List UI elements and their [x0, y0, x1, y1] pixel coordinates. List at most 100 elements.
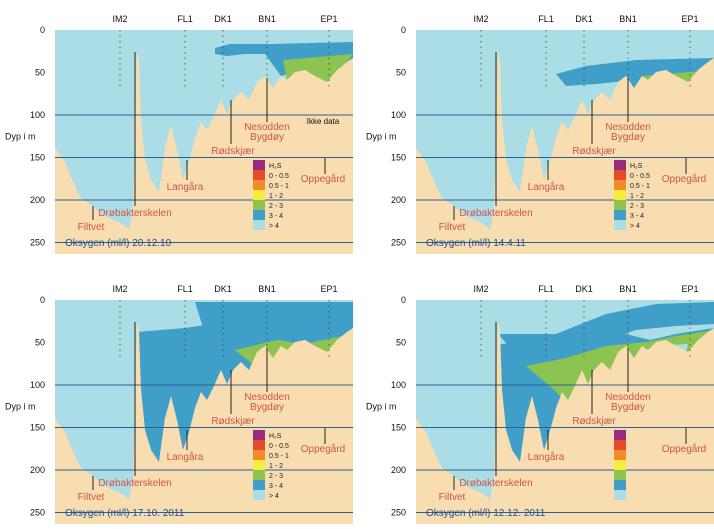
legend-label: 1 - 2 [269, 193, 283, 200]
legend-swatch [614, 440, 626, 450]
depth-tick-label: 250 [30, 508, 45, 518]
water-gt4-zone [55, 30, 353, 230]
station-label-ep1: EP1 [320, 284, 337, 294]
panel-title: Oksygen (ml/l) 12.12. 2011 [426, 508, 546, 519]
depth-tick-label: 250 [30, 238, 45, 248]
legend-swatch [253, 180, 265, 190]
depth-tick-label: 200 [30, 195, 45, 205]
water-gt4-zone [416, 300, 714, 500]
depth-tick-label: 200 [391, 465, 406, 475]
legend-swatch [253, 160, 265, 170]
place-label: Drøbakterskelen [459, 208, 532, 219]
legend-label: 0 - 0.5 [269, 173, 289, 180]
place-label: Filtvet [439, 222, 466, 233]
depth-axis-label: Dyp i m [366, 131, 397, 141]
legend-label: 0.5 - 1 [630, 183, 650, 190]
legend-swatch [614, 450, 626, 460]
station-label-bn1: BN1 [258, 284, 276, 294]
station-label-dk1: DK1 [575, 14, 593, 24]
legend-label: 0.5 - 1 [269, 183, 289, 190]
legend-swatch [614, 190, 626, 200]
place-label: Oppegård [301, 443, 345, 455]
station-label-bn1: BN1 [619, 14, 637, 24]
place-label: Langåra [167, 451, 204, 463]
depth-tick-label: 200 [30, 465, 45, 475]
station-label-ep1: EP1 [320, 14, 337, 24]
depth-axis-label: Dyp i m [366, 401, 397, 411]
place-label: Langåra [528, 451, 565, 463]
depth-tick-label: 50 [35, 338, 45, 348]
legend-swatch [614, 200, 626, 210]
no-data-label: Ikke data [307, 117, 340, 126]
place-label: Oppegård [662, 443, 706, 455]
depth-tick-label: 150 [391, 153, 406, 163]
station-label-ep1: EP1 [681, 284, 698, 294]
place-label: Filtvet [78, 222, 105, 233]
depth-tick-label: 150 [30, 423, 45, 433]
station-label-im2: IM2 [473, 284, 488, 294]
place-label: Bygdøy [250, 132, 284, 143]
depth-tick-label: 150 [391, 423, 406, 433]
section-panel-2: IM2 FL1 DK1 BN1 EP1 Filtvet Drøbakterskelen Lan… [366, 14, 714, 254]
station-label-fl1: FL1 [177, 284, 193, 294]
legend-label: 3 - 4 [269, 483, 283, 490]
legend-label: 2 - 3 [269, 203, 283, 210]
panel-title: Oksygen (ml/l) 20.12.10 [65, 238, 172, 249]
section-panel-3: IM2 FL1 DK1 BN1 EP1 Filtvet Drøbakterskelen Lan… [5, 284, 353, 524]
place-label: Rødskjær [211, 146, 255, 157]
sediment-overlay [55, 52, 353, 254]
place-label: Drøbakterskelen [98, 208, 171, 219]
legend-label: > 4 [269, 493, 279, 500]
depth-tick-label: 0 [401, 25, 406, 35]
legend-label: 1 - 2 [269, 463, 283, 470]
depth-tick-label: 0 [401, 295, 406, 305]
station-label-bn1: BN1 [619, 284, 637, 294]
depth-tick-label: 150 [30, 153, 45, 163]
legend-swatch [614, 220, 626, 230]
legend-swatch [614, 470, 626, 480]
station-label-im2: IM2 [473, 14, 488, 24]
legend-label: H₂S [630, 163, 643, 170]
place-label: Nesodden [605, 392, 651, 403]
legend-swatch [614, 430, 626, 440]
place-label: Oppegård [662, 173, 706, 185]
depth-tick-label: 100 [391, 110, 406, 120]
legend-swatch [614, 210, 626, 220]
legend-label: > 4 [269, 223, 279, 230]
station-label-im2: IM2 [112, 14, 127, 24]
sediment-overlay [416, 322, 714, 524]
depth-tick-label: 250 [391, 508, 406, 518]
legend-swatch [253, 490, 265, 500]
place-label: Filtvet [78, 492, 105, 503]
legend-swatch [253, 430, 265, 440]
place-label: Bygdøy [611, 402, 645, 413]
legend-swatch [253, 190, 265, 200]
legend-swatch [614, 460, 626, 470]
station-label-fl1: FL1 [177, 14, 193, 24]
place-label: Rødskjær [572, 416, 616, 427]
sediment-overlay [416, 52, 714, 254]
place-label: Drøbakterskelen [459, 478, 532, 489]
place-label: Rødskjær [572, 146, 616, 157]
depth-tick-label: 0 [40, 25, 45, 35]
legend-swatch [253, 200, 265, 210]
depth-tick-label: 50 [396, 68, 406, 78]
station-label-dk1: DK1 [214, 14, 232, 24]
station-label-fl1: FL1 [538, 14, 554, 24]
legend-label: 0 - 0.5 [630, 173, 650, 180]
legend-label: 0.5 - 1 [269, 453, 289, 460]
place-label: Nesodden [244, 392, 290, 403]
legend-label: H₂S [269, 163, 282, 170]
depth-axis-label: Dyp i m [5, 131, 36, 141]
place-label: Nesodden [244, 122, 290, 133]
panel-title: Oksygen (ml/l) 17.10. 2011 [65, 508, 185, 519]
legend-swatch [253, 470, 265, 480]
depth-tick-label: 250 [391, 238, 406, 248]
legend-swatch [614, 480, 626, 490]
station-label-fl1: FL1 [538, 284, 554, 294]
station-label-dk1: DK1 [214, 284, 232, 294]
depth-tick-label: 100 [30, 380, 45, 390]
zone-3-4 [556, 58, 714, 86]
section-panel-4: IM2 FL1 DK1 BN1 EP1 Filtvet Drøbakterskelen Lan… [366, 284, 714, 524]
